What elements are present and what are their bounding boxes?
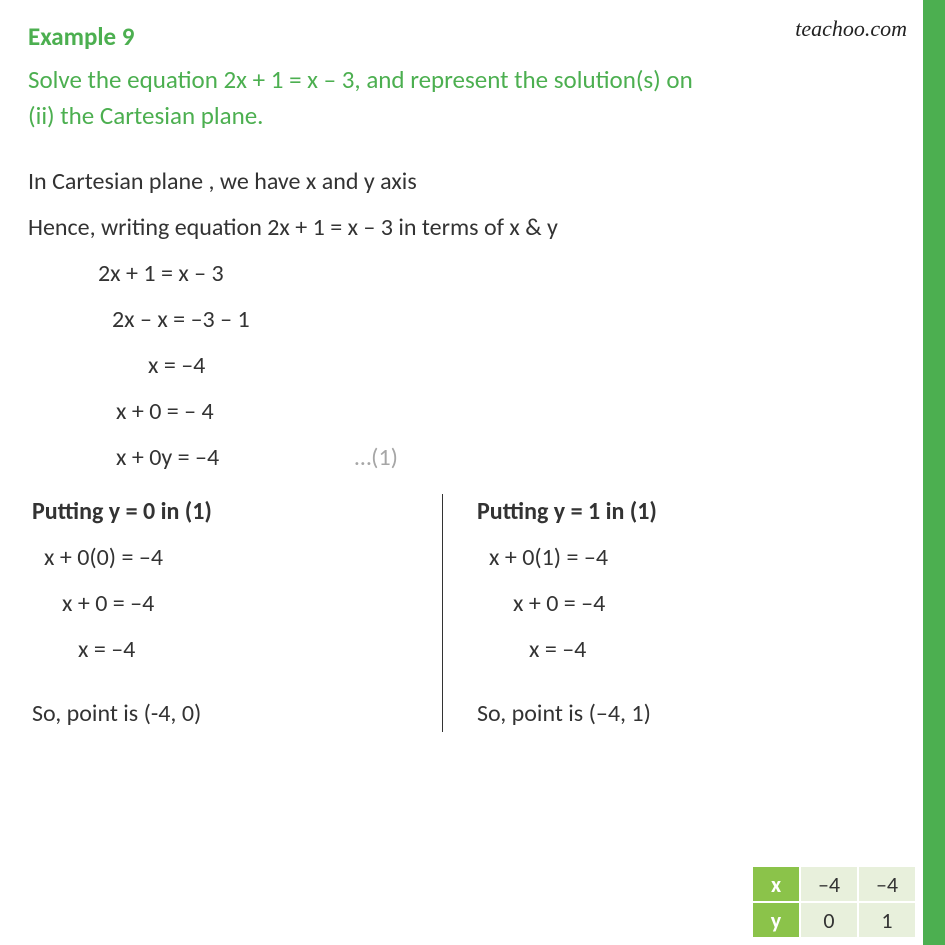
table-cell: –4 [800,866,858,902]
col-left-step: x + 0(0) = –4 [44,540,424,576]
work-step-text: x + 0y = –4 [116,443,219,472]
page-content: Example 9 Solve the equation 2x + 1 = x … [0,0,920,752]
equation-reference: …(1) [355,440,398,476]
col-right-step: x = –4 [529,632,840,668]
accent-sidebar [923,0,945,945]
table-cell: 0 [800,902,858,938]
xy-table: x –4 –4 y 0 1 [751,865,917,939]
col-right-step: x + 0(1) = –4 [489,540,840,576]
table-row: x –4 –4 [752,866,916,902]
col-right-step: x + 0 = –4 [513,586,840,622]
table-header-y: y [752,902,800,938]
work-step: x + 0y = –4 …(1) [116,440,890,476]
col-right-conclusion: So, point is (–4, 1) [477,696,840,732]
brand-logo: teachoo.com [795,12,907,45]
work-step: 2x + 1 = x – 3 [98,256,890,292]
col-left-step: x = –4 [78,632,424,668]
table-row: y 0 1 [752,902,916,938]
col-left-step: x + 0 = –4 [62,586,424,622]
col-left-conclusion: So, point is (-4, 0) [32,696,424,732]
work-step: x = –4 [148,348,890,384]
table-header-x: x [752,866,800,902]
column-left: Putting y = 0 in (1) x + 0(0) = –4 x + 0… [28,494,443,732]
column-right: Putting y = 1 in (1) x + 0(1) = –4 x + 0… [443,494,858,732]
question-text: Solve the equation 2x + 1 = x – 3, and r… [28,62,890,135]
work-step: 2x – x = –3 – 1 [112,302,890,338]
intro-line-2: Hence, writing equation 2x + 1 = x – 3 i… [28,210,890,246]
two-column-work: Putting y = 0 in (1) x + 0(0) = –4 x + 0… [28,494,858,732]
table-cell: 1 [858,902,916,938]
derivation-block: 2x + 1 = x – 3 2x – x = –3 – 1 x = –4 x … [98,256,890,476]
table-cell: –4 [858,866,916,902]
question-line-1: Solve the equation 2x + 1 = x – 3, and r… [28,64,693,95]
col-right-title: Putting y = 1 in (1) [477,494,840,530]
intro-line-1: In Cartesian plane , we have x and y axi… [28,164,890,200]
col-left-title: Putting y = 0 in (1) [32,494,424,530]
work-step: x + 0 = – 4 [116,394,890,430]
example-number: Example 9 [28,18,890,56]
question-line-2: (ii) the Cartesian plane. [28,100,263,131]
